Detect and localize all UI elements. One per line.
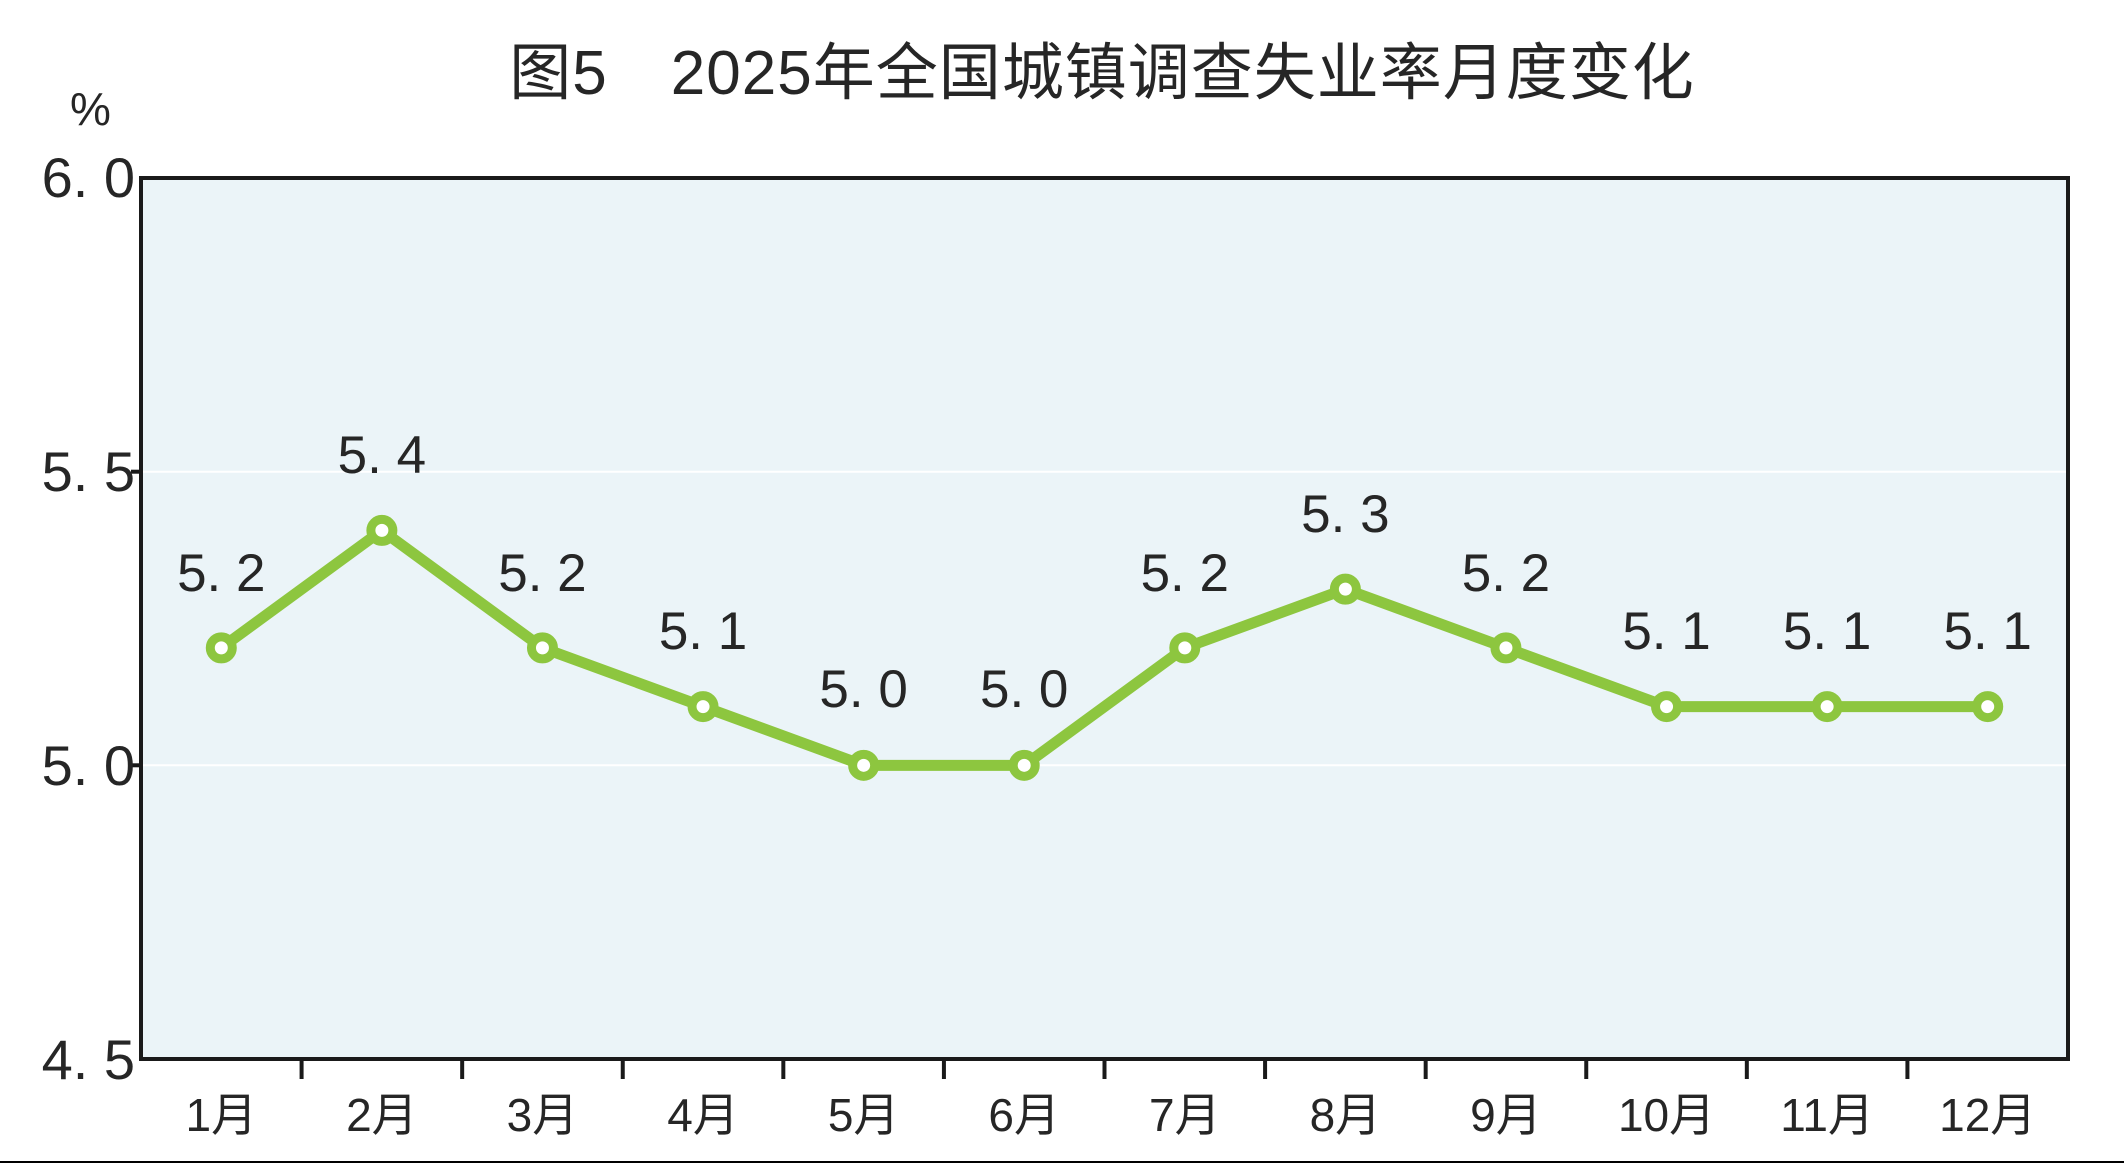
svg-text:5. 1: 5. 1 [1783,602,1871,661]
svg-text:5. 1: 5. 1 [1622,602,1710,661]
svg-text:5. 0: 5. 0 [42,734,135,797]
svg-text:5. 2: 5. 2 [177,544,265,603]
svg-text:5. 1: 5. 1 [659,602,747,661]
svg-text:5. 5: 5. 5 [42,440,135,503]
svg-text:2月: 2月 [346,1089,418,1141]
svg-text:5. 4: 5. 4 [338,426,426,485]
svg-text:8月: 8月 [1310,1089,1382,1141]
svg-text:5. 2: 5. 2 [498,544,586,603]
svg-text:1月: 1月 [185,1089,257,1141]
svg-text:7月: 7月 [1149,1089,1221,1141]
svg-text:6. 0: 6. 0 [42,146,135,209]
svg-text:3月: 3月 [507,1089,579,1141]
svg-text:4. 5: 4. 5 [42,1028,135,1091]
svg-text:10月: 10月 [1618,1089,1715,1141]
svg-text:4月: 4月 [667,1089,739,1141]
svg-text:11月: 11月 [1780,1089,1874,1141]
svg-text:6月: 6月 [988,1089,1060,1141]
svg-text:5. 2: 5. 2 [1141,544,1229,603]
svg-text:5. 3: 5. 3 [1301,485,1389,544]
svg-text:5. 1: 5. 1 [1944,602,2032,661]
svg-text:5. 2: 5. 2 [1462,544,1550,603]
svg-text:5. 0: 5. 0 [980,660,1068,719]
svg-text:5. 0: 5. 0 [819,660,907,719]
svg-text:5月: 5月 [828,1089,900,1141]
svg-text:12月: 12月 [1939,1089,2036,1141]
svg-text:9月: 9月 [1470,1089,1542,1141]
